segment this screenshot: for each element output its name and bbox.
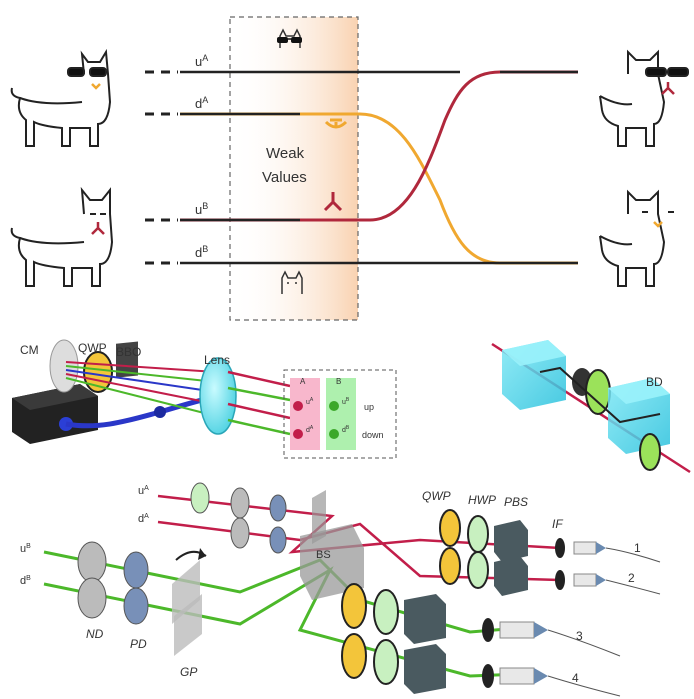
label-qwp: QWP — [422, 489, 451, 503]
qwp-icon — [439, 509, 461, 547]
fiber-coupler-3-icon — [499, 621, 621, 657]
source-beams — [65, 361, 217, 417]
label-pd: PD — [130, 637, 147, 651]
mode-inset: A B uA dA uB dB up down — [283, 369, 397, 459]
bd-panel: BD — [491, 340, 691, 474]
inset-label-uA: uA — [306, 397, 314, 406]
pd-plate-icon — [123, 551, 149, 589]
label-gp: GP — [180, 665, 197, 679]
frown-mouth-icon — [323, 192, 343, 212]
channel-dA-curve — [180, 112, 578, 265]
label-nd: ND — [86, 627, 104, 641]
label-qwp-source: QWP — [78, 341, 107, 355]
input-label-uB: uB — [20, 543, 31, 555]
source-panel: CM QWP BBO Lens A B uA dA uB dB up down — [12, 339, 397, 459]
label-bd: BD — [646, 375, 663, 389]
label-hwp: HWP — [468, 493, 496, 507]
output-label-4: 4 — [572, 671, 579, 685]
smile-mouth-icon — [324, 118, 348, 129]
inset-label-dA: dA — [306, 425, 314, 434]
hwp-icon — [467, 515, 489, 553]
bd-cube-left-icon — [502, 340, 566, 410]
bd-cube-right-icon — [608, 378, 670, 454]
label-if: IF — [552, 517, 563, 531]
inset-col-a: A — [300, 377, 306, 386]
bd-waveplate-icon — [585, 369, 611, 415]
input-label-dB: dB — [20, 575, 31, 587]
weak-values-line1: Weak — [266, 145, 305, 162]
label-bs: BS — [316, 549, 331, 561]
inset-col-b: B — [336, 377, 341, 386]
nd-filter-icon — [77, 541, 107, 583]
output-label-1: 1 — [634, 541, 641, 555]
label-dB: dB — [195, 244, 208, 260]
label-bbo: BBO — [116, 345, 141, 359]
plain-cat-icon — [281, 270, 303, 294]
fiber-coupler-4-icon — [499, 667, 621, 697]
bs-cube-icon — [300, 524, 364, 600]
cat-left-bottom-icon — [10, 186, 114, 287]
lens-output-beams — [227, 370, 291, 436]
inset-spot-uB — [329, 401, 339, 411]
label-dA: dA — [195, 95, 208, 111]
bbo-crystal-icon — [116, 341, 138, 378]
label-uA: uA — [195, 53, 208, 69]
weak-values-line2: Values — [262, 169, 307, 186]
label-pbs: PBS — [504, 495, 528, 509]
inset-spot-dA — [293, 429, 303, 439]
inset-label-dB: dB — [342, 425, 350, 434]
weak-value-box — [229, 16, 359, 321]
input-label-uA: uA — [138, 485, 149, 497]
inset-spot-uA — [293, 401, 303, 411]
cat-right-bottom-icon — [599, 189, 674, 287]
input-label-dA: dA — [138, 513, 149, 525]
sunglasses-cat-icon — [277, 28, 302, 48]
label-uB: uB — [195, 201, 208, 217]
inset-spot-dB — [329, 429, 339, 439]
fiber-coupler-1-icon — [573, 541, 661, 563]
bottom-panel: uA dA uB dB BS — [20, 482, 661, 697]
lens-icon — [199, 357, 237, 435]
weak-value-panel: uA dA uB dB Weak Values — [10, 16, 689, 321]
inset-row-up: up — [364, 402, 374, 412]
channel-uB-curve — [180, 70, 578, 222]
gp-plate-icon — [172, 560, 200, 624]
pbs-icon — [494, 520, 528, 562]
label-cm: CM — [20, 343, 39, 357]
output-label-3: 3 — [576, 629, 583, 643]
label-lens: Lens — [204, 353, 230, 367]
gp-plate-red-icon — [312, 490, 326, 544]
laser-icon — [12, 384, 98, 444]
channel-stubs — [145, 70, 178, 265]
inset-row-down: down — [362, 430, 384, 440]
if-filter-icon — [555, 538, 565, 558]
cat-left-top-icon — [10, 48, 112, 147]
fiber-coupler-2-icon — [573, 573, 661, 595]
output-label-2: 2 — [628, 571, 635, 585]
cat-right-top-icon — [599, 49, 689, 147]
inset-label-uB: uB — [342, 397, 350, 406]
